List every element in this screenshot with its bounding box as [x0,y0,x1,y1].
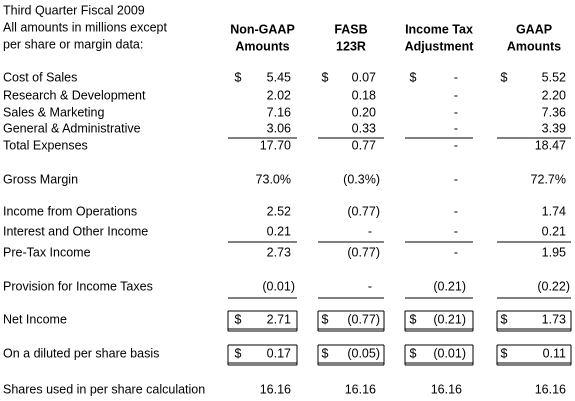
row-label: Gross Margin [3,172,78,186]
cell-value: 3.39 [542,121,566,135]
column-header: Amounts [235,39,289,53]
cell-value: 0.11 [543,346,566,360]
currency: $ [235,70,242,84]
cell-value: 0.07 [352,70,376,84]
cell-value: (0.01) [433,346,466,360]
cell-value: (0.77) [347,245,380,259]
cell-value: (0.22) [537,279,570,293]
currency: $ [235,312,242,326]
row-label: Interest and Other Income [3,224,148,238]
cell-value: 0.18 [352,88,376,102]
cell-value: (0.01) [262,279,295,293]
cell-value: - [368,224,372,238]
cell-value: - [454,88,458,102]
currency: $ [322,346,329,360]
cell-value: (0.05) [347,346,380,360]
cell-value: - [454,138,458,152]
cell-value: 1.95 [542,245,566,259]
cell-value: - [454,172,458,186]
cell-value: 0.33 [352,121,376,135]
currency: $ [501,312,508,326]
row-label: On a diluted per share basis [3,346,159,360]
column-header: Non-GAAP [230,22,295,36]
cell-value: 16.16 [345,382,376,396]
cell-value: - [454,245,458,259]
cell-value: 1.73 [542,312,566,326]
row-label: General & Administrative [3,121,141,135]
currency: $ [410,70,417,84]
title-line: per share or margin data: [3,37,143,51]
cell-value: 16.16 [535,382,566,396]
cell-value: (0.77) [347,312,380,326]
column-header: Adjustment [405,39,475,53]
column-header: FASB [334,22,367,36]
title-line: All amounts in millions except [3,20,167,34]
row-label: Net Income [3,312,67,326]
column-header: Amounts [507,39,561,53]
row-label: Pre-Tax Income [3,245,91,259]
row-label: Shares used in per share calculation [3,382,205,396]
cell-value: 7.36 [542,105,566,119]
cell-value: 3.06 [267,121,291,135]
cell-value: 18.47 [535,138,566,152]
column-header: GAAP [516,22,552,36]
row-label: Total Expenses [3,138,88,152]
cell-value: - [454,105,458,119]
cell-value: 5.52 [542,70,566,84]
currency: $ [410,312,417,326]
cell-value: 0.77 [352,138,376,152]
cell-value: 0.21 [267,224,291,238]
cell-value: (0.77) [347,204,380,218]
row-label: Income from Operations [3,204,137,218]
cell-value: - [368,279,372,293]
cell-value: 7.16 [267,105,291,119]
row-label: Provision for Income Taxes [3,279,153,293]
cell-value: (0.21) [433,312,466,326]
title-line: Third Quarter Fiscal 2009 [3,3,145,17]
cell-value: 17.70 [260,138,291,152]
cell-value: 5.45 [267,70,291,84]
currency: $ [410,346,417,360]
cell-value: 0.20 [352,105,376,119]
cell-value: 2.71 [267,312,291,326]
currency: $ [235,346,242,360]
cell-value: 2.52 [267,204,291,218]
cell-value: 0.21 [542,224,566,238]
cell-value: - [454,70,458,84]
cell-value: - [454,224,458,238]
currency: $ [501,70,508,84]
cell-value: (0.21) [433,279,466,293]
currency: $ [501,346,508,360]
row-label: Sales & Marketing [3,105,104,119]
row-label: Research & Development [3,88,146,102]
cell-value: 1.74 [542,204,566,218]
cell-value: 2.73 [267,245,291,259]
currency: $ [322,312,329,326]
cell-value: - [454,204,458,218]
cell-value: 0.17 [267,346,291,360]
column-header: Income Tax [405,22,473,36]
cell-value: 72.7% [531,172,566,186]
cell-value: (0.3%) [343,172,380,186]
cell-value: 73.0% [256,172,291,186]
currency: $ [322,70,329,84]
cell-value: 2.02 [267,88,291,102]
row-label: Cost of Sales [3,70,77,84]
cell-value: 16.16 [431,382,462,396]
cell-value: 16.16 [260,382,291,396]
cell-value: 2.20 [542,88,566,102]
cell-value: - [454,121,458,135]
column-header: 123R [336,39,366,53]
